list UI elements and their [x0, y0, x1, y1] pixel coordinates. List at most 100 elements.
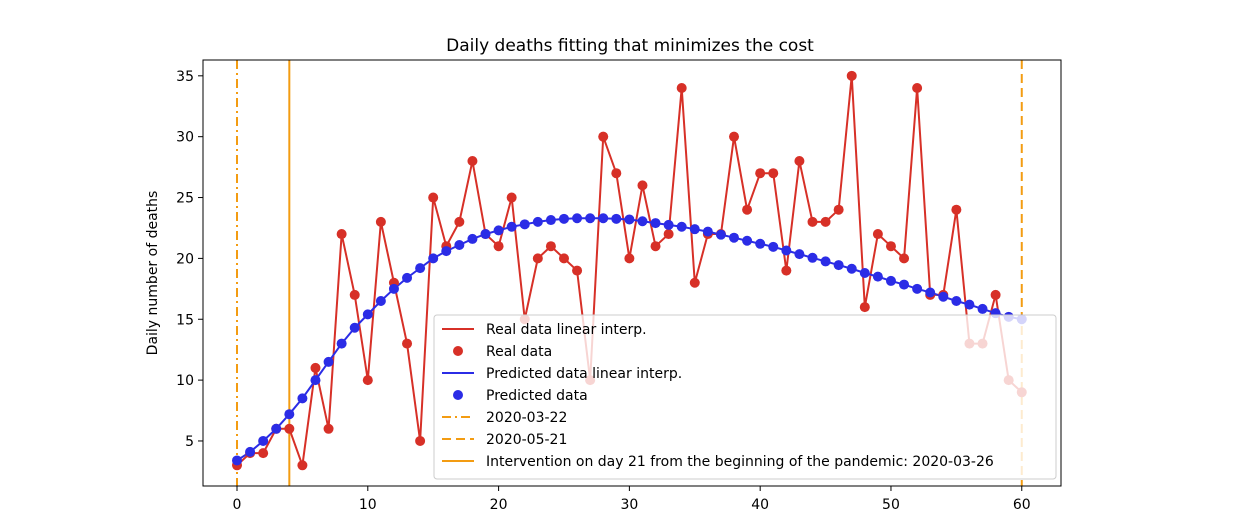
chart-title: Daily deaths fitting that minimizes the …: [446, 36, 814, 56]
legend-label: Intervention on day 21 from the beginnin…: [486, 454, 994, 470]
series-1-point: [415, 263, 426, 274]
series-0-point: [794, 156, 805, 167]
series-1-point: [532, 216, 543, 227]
series-0-point: [415, 435, 426, 446]
x-axis: 0 10 20 30 40 50 60: [233, 486, 1031, 513]
series-1-point: [375, 295, 386, 306]
series-0-point: [637, 180, 648, 191]
series-1-point: [689, 224, 700, 235]
x-tick-label: 10: [359, 497, 377, 513]
series-1-point: [506, 221, 517, 232]
series-0-point: [611, 168, 622, 179]
series-0-point: [532, 253, 543, 264]
series-1-point: [624, 214, 635, 225]
series-0-point: [729, 131, 740, 142]
legend-box: [433, 314, 1057, 480]
legend-label: 2020-03-22: [486, 410, 567, 426]
series-1-point: [899, 279, 910, 290]
series-0-point: [454, 216, 465, 227]
series-1-point: [611, 213, 622, 224]
series-1-point: [441, 246, 452, 257]
x-tick-label: 40: [751, 497, 769, 513]
series-0-point: [768, 168, 779, 179]
series-0-point: [258, 448, 269, 459]
series-1-point: [598, 213, 609, 224]
legend-label: Real data: [486, 344, 552, 360]
series-1-point: [807, 252, 818, 263]
x-tick-label: 50: [882, 497, 900, 513]
series-0-point: [467, 156, 478, 167]
legend-label: Predicted data linear interp.: [486, 366, 682, 382]
series-0-point: [558, 253, 569, 264]
series-0-point: [820, 216, 831, 227]
legend-marker-swatch: [453, 346, 463, 356]
x-tick-label: 30: [620, 497, 638, 513]
series-0-point: [545, 241, 556, 252]
y-tick-label: 20: [176, 251, 194, 267]
series-1-point: [912, 283, 923, 294]
y-tick-label: 15: [176, 312, 194, 328]
series-0-point: [899, 253, 910, 264]
series-1-point: [572, 213, 583, 224]
series-1-point: [232, 455, 243, 466]
series-1-point: [467, 233, 478, 244]
y-axis: 5 10 15 20 25 30 35: [176, 69, 203, 450]
legend-label: Real data linear interp.: [486, 322, 647, 338]
plot-frame: [202, 59, 1062, 487]
series-0-point: [402, 338, 413, 349]
series-0-point: [676, 82, 687, 93]
series-0-point: [912, 82, 923, 93]
series-0-point: [506, 192, 517, 203]
series-1-point: [872, 271, 883, 282]
y-tick-label: 10: [176, 373, 194, 389]
series-1-point: [493, 225, 504, 236]
series-0-point: [990, 289, 1001, 300]
series-0-point: [663, 229, 674, 240]
legend-label: Predicted data: [486, 388, 588, 404]
series-1-point: [794, 249, 805, 260]
series-0-point: [846, 70, 857, 81]
series-0-point: [572, 265, 583, 276]
series-0-point: [284, 423, 295, 434]
x-tick-label: 60: [1013, 497, 1031, 513]
series-0-point: [493, 241, 504, 252]
legend-label: 2020-05-21: [486, 432, 567, 448]
series-1-point: [702, 226, 713, 237]
series-1-point: [938, 291, 949, 302]
series-1-point: [519, 219, 530, 230]
y-tick-label: 5: [185, 434, 194, 450]
y-tick-label: 30: [176, 130, 194, 146]
series-0-point: [336, 229, 347, 240]
series-0-point: [598, 131, 609, 142]
series-1-point: [742, 235, 753, 246]
series-1-point: [964, 299, 975, 310]
series-1-point: [428, 253, 439, 264]
series-0-point: [742, 204, 753, 215]
series-0-point: [650, 241, 661, 252]
series-1-point: [245, 446, 256, 457]
series-1-point: [663, 219, 674, 230]
series-1-point: [284, 409, 295, 420]
series-1-point: [558, 213, 569, 224]
series-1-point: [781, 245, 792, 256]
series-1-point: [480, 229, 491, 240]
y-tick-label: 35: [176, 69, 194, 85]
legend: Real data linear interp. Real data Predict…: [433, 314, 1057, 480]
series-1-point: [768, 241, 779, 252]
series-0-point: [755, 168, 766, 179]
series-1-point: [820, 256, 831, 267]
series-1-point: [388, 283, 399, 294]
series-1-point: [833, 260, 844, 271]
legend-marker-swatch: [453, 390, 463, 400]
series-1-point: [846, 263, 857, 274]
series-0-point: [297, 460, 308, 471]
series-1-point: [977, 303, 988, 314]
series-1-point: [349, 322, 360, 333]
series-0-point: [833, 204, 844, 215]
series-1-point: [258, 435, 269, 446]
series-1-point: [925, 287, 936, 298]
series-0-point: [951, 204, 962, 215]
series-1-point: [637, 216, 648, 227]
series-1-point: [650, 218, 661, 229]
